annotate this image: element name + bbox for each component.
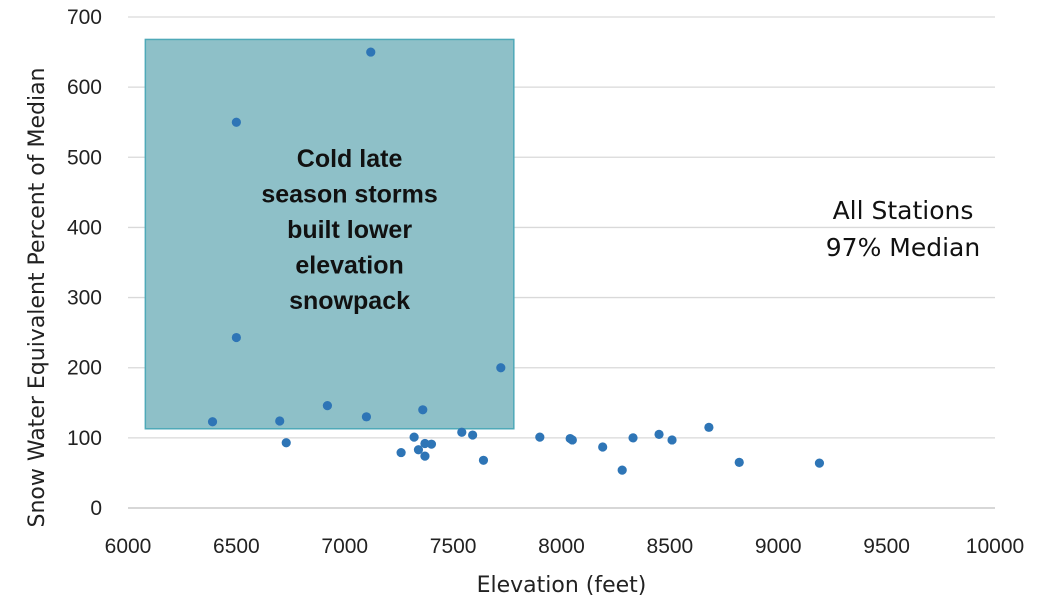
- y-axis-title: Snow Water Equivalent Percent of Median: [25, 67, 50, 527]
- highlight-label-line: season storms: [261, 181, 437, 209]
- data-point: [478, 455, 489, 465]
- data-point: [366, 47, 376, 57]
- points-layer: [207, 47, 825, 475]
- data-point: [654, 429, 664, 439]
- x-tick-label: 7000: [321, 535, 368, 558]
- data-point: [667, 435, 677, 445]
- data-point: [396, 447, 406, 458]
- data-point: [231, 332, 241, 343]
- y-tick-label: 300: [67, 287, 102, 310]
- highlight-label-line: snowpack: [289, 287, 410, 315]
- data-point: [281, 438, 291, 448]
- data-point: [468, 430, 478, 440]
- x-tick-label: 9000: [755, 535, 802, 558]
- y-tick-label: 700: [67, 6, 102, 29]
- data-point: [420, 451, 430, 461]
- data-point: [496, 363, 506, 373]
- y-tick-labels: 0 100 200 300 400 500 600 700: [67, 6, 102, 520]
- x-tick-label: 6000: [105, 535, 152, 558]
- annotation-line: All Stations: [833, 196, 974, 225]
- data-point: [535, 432, 545, 442]
- data-point: [814, 458, 825, 468]
- x-tick-label: 8500: [647, 535, 694, 558]
- y-tick-label: 100: [67, 427, 102, 450]
- x-axis-title: Elevation (feet): [477, 573, 647, 598]
- x-tick-label: 8000: [538, 535, 585, 558]
- highlight-label-line: elevation: [295, 252, 403, 280]
- data-point: [598, 442, 608, 452]
- data-point: [413, 445, 424, 455]
- data-point: [734, 457, 744, 468]
- highlight-label-line: built lower: [287, 216, 412, 244]
- y-tick-label: 200: [67, 357, 102, 380]
- y-tick-label: 400: [67, 216, 102, 239]
- x-tick-label: 9500: [863, 535, 910, 558]
- data-point: [418, 405, 428, 415]
- y-tick-label: 600: [67, 76, 102, 99]
- data-point: [322, 400, 333, 411]
- data-point: [426, 439, 437, 449]
- data-point: [231, 117, 241, 127]
- data-point: [207, 417, 218, 427]
- data-point: [628, 433, 638, 443]
- y-tick-label: 500: [67, 146, 102, 169]
- data-point: [567, 435, 577, 445]
- x-tick-label: 10000: [966, 535, 1024, 558]
- y-tick-label: 0: [90, 497, 102, 520]
- x-tick-labels: 6000 6500 7000 7500 8000 8500 9000 9500 10000: [105, 535, 1025, 558]
- highlight-box: [144, 38, 515, 430]
- data-point: [409, 432, 419, 442]
- highlight-label-line: Cold late: [297, 145, 403, 173]
- data-point: [361, 412, 372, 422]
- x-tick-label: 6500: [213, 535, 260, 558]
- annotation: All Stations 97% Median: [826, 196, 980, 262]
- annotation-line: 97% Median: [826, 233, 980, 262]
- data-point: [617, 465, 627, 475]
- highlight-region: Cold late season storms built lower elevati…: [144, 38, 515, 430]
- x-tick-label: 7500: [430, 535, 477, 558]
- data-point: [457, 427, 467, 437]
- data-point: [704, 422, 714, 432]
- data-point: [275, 416, 285, 426]
